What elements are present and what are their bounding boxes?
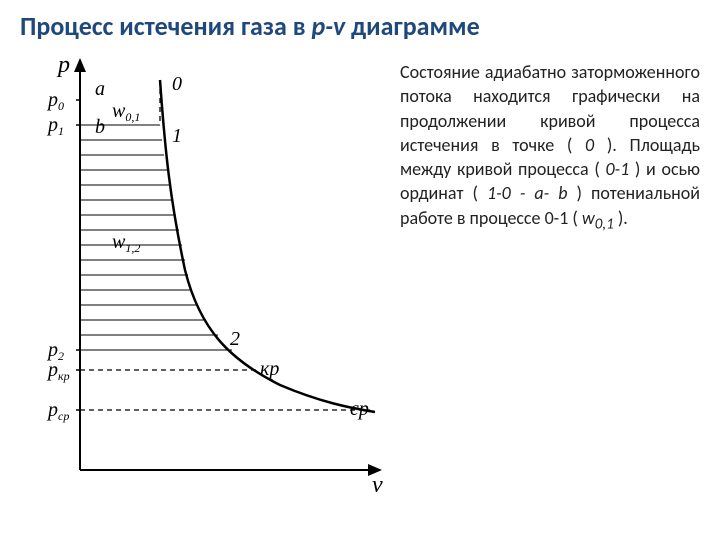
title-text-1: Процесс истечения газа в [20, 10, 311, 42]
svg-text:p: p [56, 52, 70, 78]
desc-9: 0,1 [595, 215, 614, 233]
svg-text:p0: p0 [46, 89, 64, 113]
desc-10: ). [614, 207, 628, 229]
svg-text:w1,2: w1,2 [112, 231, 140, 255]
title-pv: p-v [311, 10, 345, 42]
svg-text:v: v [372, 472, 383, 498]
description: Состояние адиабатно затор­моженного пото… [400, 50, 700, 235]
desc-2: 0 [585, 134, 594, 156]
title-text-2: диаграмме [345, 10, 480, 42]
svg-text:p1: p1 [46, 114, 64, 138]
pv-diagram: pvp0p1p2pкрpcpab012крcpw0,1w1,2 [20, 50, 400, 510]
svg-text:a: a [95, 78, 105, 100]
desc-8: w [582, 207, 595, 229]
svg-text:pcp: pcp [46, 399, 69, 423]
svg-text:cp: cp [350, 398, 369, 420]
page-title: Процесс истечения газа в p-v диаграмме [20, 10, 700, 42]
desc-6: 1-0 - a- b [487, 182, 567, 204]
svg-text:w0,1: w0,1 [112, 100, 140, 124]
content-row: pvp0p1p2pкрpcpab012крcpw0,1w1,2 Состояни… [20, 50, 700, 510]
svg-text:1: 1 [172, 125, 182, 147]
svg-text:2: 2 [230, 328, 240, 350]
desc-4: 0-1 [605, 158, 629, 180]
svg-text:pкр: pкр [46, 359, 70, 383]
svg-text:0: 0 [172, 73, 182, 95]
svg-text:кр: кр [260, 358, 279, 380]
svg-text:b: b [95, 116, 105, 138]
